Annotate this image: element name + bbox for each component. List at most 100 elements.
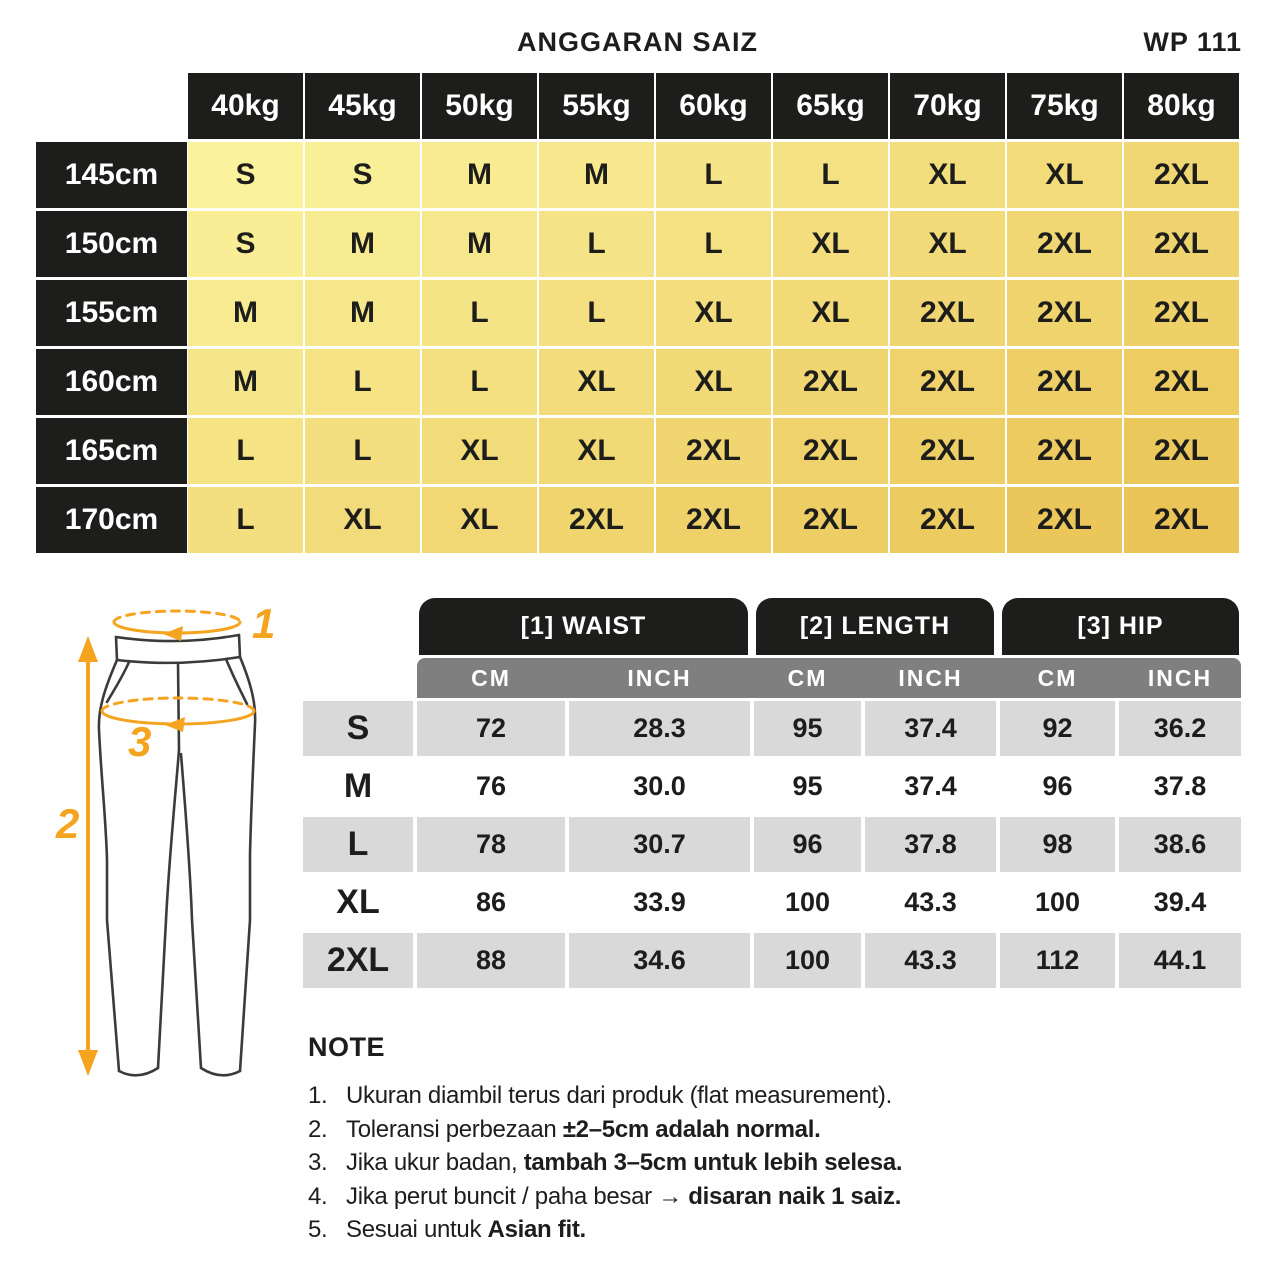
size-cell: 2XL [890, 349, 1005, 415]
weight-header-cell: 70kg [890, 73, 1005, 139]
weight-header-cell: 40kg [188, 73, 303, 139]
unit-header-cell: INCH [1147, 664, 1213, 691]
measure-numbers: 1 2 3 [55, 600, 275, 847]
weight-header-cell: 75kg [1007, 73, 1122, 139]
measurement-value-cell: 98 [1000, 817, 1115, 872]
note-item: 2. Toleransi perbezaan ±2–5cm adalah norm… [308, 1113, 1048, 1147]
note-text: Jika perut buncit / paha besar → disaran… [346, 1180, 901, 1214]
note-text-bold: ±2–5cm adalah normal. [562, 1115, 821, 1143]
measurement-table: [1] WAIST [2] LENGTH [3] HIP CM INCH CM INCH CM… [303, 598, 1241, 988]
note-text-regular: Sesuai untuk [346, 1216, 488, 1243]
note-item: 3. Jika ukur badan, tambah 3–5cm untuk le… [308, 1146, 1048, 1180]
size-cell: XL [656, 280, 771, 346]
measurement-value-cell: 92 [1000, 701, 1115, 756]
size-cell: 2XL [1124, 349, 1239, 415]
size-row-label: S [303, 701, 413, 756]
size-cell: 2XL [890, 280, 1005, 346]
pants-measurement-diagram: 1 2 3 [55, 600, 275, 1077]
measurement-value-cell: 72 [417, 701, 565, 756]
unit-header-cell: INCH [898, 664, 963, 691]
height-label-cell: 150cm [36, 211, 187, 277]
size-cell: M [188, 349, 303, 415]
size-cell: L [773, 142, 888, 208]
height-label-column: 145cm 150cm 155cm 160cm 165cm 170cm [36, 142, 187, 553]
notes-list: 1. Ukuran diambil terus dari produk (flat… [308, 1079, 1048, 1247]
measurement-value-cell: 34.6 [569, 933, 750, 988]
note-item: 1. Ukuran diambil terus dari produk (flat… [308, 1079, 1048, 1113]
size-cell: 2XL [1124, 418, 1239, 484]
size-row-label: L [303, 817, 413, 872]
measure-group-header: [2] LENGTH [756, 598, 994, 655]
size-cell: XL [890, 142, 1005, 208]
measurement-value-cell: 78 [417, 817, 565, 872]
unit-header-cell: CM [1037, 664, 1078, 691]
size-cell: M [305, 211, 420, 277]
hip-number-label: 3 [128, 718, 151, 765]
size-cell: L [305, 349, 420, 415]
note-number: 4. [308, 1182, 328, 1210]
size-cell: 2XL [773, 349, 888, 415]
page-title: ANGGARAN SAIZ [517, 27, 758, 57]
note-text: Ukuran diambil terus dari produk (flat m… [346, 1079, 892, 1113]
size-cell: 2XL [656, 487, 771, 553]
measurement-value-cell: 33.9 [569, 875, 750, 930]
size-cell: S [188, 211, 303, 277]
size-cell: L [539, 211, 654, 277]
size-cell: M [188, 280, 303, 346]
measurement-value-cell: 37.8 [1119, 759, 1241, 814]
note-text-regular: Jika perut buncit / paha besar → [346, 1182, 689, 1210]
size-cell: 2XL [890, 418, 1005, 484]
size-cell: L [305, 418, 420, 484]
size-cell: XL [890, 211, 1005, 277]
waist-number-label: 1 [252, 600, 275, 647]
measurement-value-cell: 43.3 [865, 875, 996, 930]
size-cell: L [188, 418, 303, 484]
note-text: Toleransi perbezaan ±2–5cm adalah normal… [346, 1113, 821, 1147]
size-cell: XL [773, 211, 888, 277]
unit-header-cell: CM [471, 664, 511, 691]
size-cell: 2XL [1007, 487, 1122, 553]
measurement-value-cell: 76 [417, 759, 565, 814]
note-text: Sesuai untuk Asian fit. [346, 1213, 586, 1247]
size-row-label: 2XL [303, 933, 413, 988]
size-cell: L [539, 280, 654, 346]
measurement-value-cell: 36.2 [1119, 701, 1241, 756]
measurement-value-cell: 44.1 [1119, 933, 1241, 988]
height-label-cell: 160cm [36, 349, 187, 415]
measure-annotations [86, 609, 256, 1058]
measurement-value-cell: 30.0 [569, 759, 750, 814]
measurement-value-cell: 28.3 [569, 701, 750, 756]
measurement-value-cell: 100 [754, 875, 861, 930]
weight-header-cell: 80kg [1124, 73, 1239, 139]
size-cell: XL [656, 349, 771, 415]
height-label-cell: 165cm [36, 418, 187, 484]
size-cell: 2XL [1124, 487, 1239, 553]
unit-header-cell: INCH [627, 664, 692, 691]
weight-header-row: 40kg 45kg 50kg 55kg 60kg 65kg 70kg 75kg 80kg [188, 73, 1239, 139]
size-cell: 2XL [539, 487, 654, 553]
measurement-value-cell: 88 [417, 933, 565, 988]
measurement-value-cell: 95 [754, 759, 861, 814]
height-label-cell: 170cm [36, 487, 187, 553]
size-cell: L [422, 280, 537, 346]
note-text-bold: disaran naik 1 saiz. [688, 1182, 902, 1210]
weight-header-cell: 55kg [539, 73, 654, 139]
note-item: 5. Sesuai untuk Asian fit. [308, 1213, 1048, 1247]
measure-group-header: [1] WAIST [419, 598, 748, 655]
size-cell: 2XL [656, 418, 771, 484]
measurement-value-cell: 100 [754, 933, 861, 988]
size-cell: 2XL [1007, 280, 1122, 346]
measurement-value-cell: 30.7 [569, 817, 750, 872]
measurement-value-cell: 37.8 [865, 817, 996, 872]
size-cell: M [539, 142, 654, 208]
size-row-label: M [303, 759, 413, 814]
note-number: 5. [308, 1216, 328, 1243]
size-cell: XL [422, 418, 537, 484]
unit-header-band [417, 658, 1241, 698]
size-cell: 2XL [773, 487, 888, 553]
size-cell: S [188, 142, 303, 208]
measure-group-header: [3] HIP [1002, 598, 1239, 655]
product-code: WP 111 [1143, 27, 1242, 57]
size-cell: M [305, 280, 420, 346]
